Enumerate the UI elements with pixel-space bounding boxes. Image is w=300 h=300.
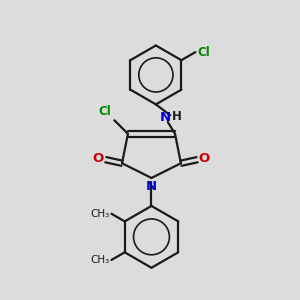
Text: O: O bbox=[199, 152, 210, 165]
Text: CH₃: CH₃ bbox=[91, 255, 110, 265]
Text: N: N bbox=[160, 111, 171, 124]
Text: H: H bbox=[172, 110, 182, 123]
Text: Cl: Cl bbox=[98, 105, 111, 118]
Text: O: O bbox=[93, 152, 104, 165]
Text: CH₃: CH₃ bbox=[91, 209, 110, 219]
Text: N: N bbox=[146, 180, 157, 193]
Text: Cl: Cl bbox=[197, 46, 210, 59]
